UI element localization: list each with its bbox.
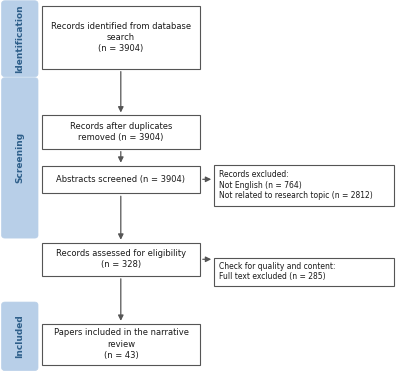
FancyBboxPatch shape <box>42 324 200 365</box>
Text: (n = 3904): (n = 3904) <box>98 44 144 53</box>
Text: search: search <box>107 33 135 42</box>
Text: removed (n = 3904): removed (n = 3904) <box>78 133 164 142</box>
FancyBboxPatch shape <box>214 258 394 286</box>
Text: Screening: Screening <box>15 132 24 183</box>
Text: Records identified from database: Records identified from database <box>51 22 191 31</box>
FancyBboxPatch shape <box>2 302 38 371</box>
Text: Full text excluded (n = 285): Full text excluded (n = 285) <box>219 272 326 282</box>
Text: Identification: Identification <box>15 4 24 73</box>
FancyBboxPatch shape <box>42 243 200 276</box>
FancyBboxPatch shape <box>214 165 394 206</box>
FancyBboxPatch shape <box>2 78 38 238</box>
Text: Abstracts screened (n = 3904): Abstracts screened (n = 3904) <box>56 175 186 184</box>
Text: (n = 328): (n = 328) <box>101 260 141 269</box>
Text: Records excluded:: Records excluded: <box>219 170 288 179</box>
Text: Papers included in the narrative: Papers included in the narrative <box>54 328 188 337</box>
Text: Check for quality and content:: Check for quality and content: <box>219 262 335 271</box>
FancyBboxPatch shape <box>42 6 200 69</box>
Text: Not English (n = 764): Not English (n = 764) <box>219 181 302 190</box>
Text: Not related to research topic (n = 2812): Not related to research topic (n = 2812) <box>219 191 372 200</box>
Text: (n = 43): (n = 43) <box>104 351 138 360</box>
Text: review: review <box>107 340 135 349</box>
FancyBboxPatch shape <box>42 166 200 193</box>
Text: Records assessed for eligibility: Records assessed for eligibility <box>56 249 186 258</box>
FancyBboxPatch shape <box>2 1 38 77</box>
FancyBboxPatch shape <box>42 115 200 149</box>
Text: Records after duplicates: Records after duplicates <box>70 122 172 131</box>
Text: Included: Included <box>15 314 24 358</box>
